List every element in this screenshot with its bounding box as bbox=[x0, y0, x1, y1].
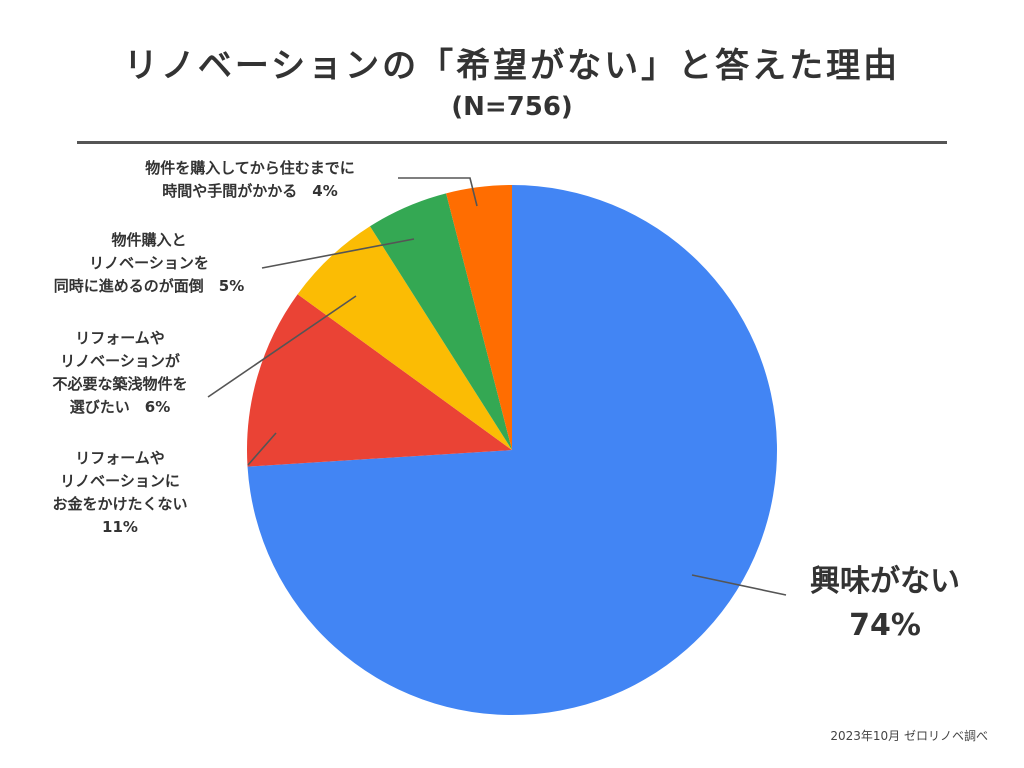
pie-slice-0 bbox=[247, 185, 777, 715]
slice-label-1: リフォームや リノベーションに お金をかけたくない 11% bbox=[20, 447, 220, 539]
leader-line-4 bbox=[398, 177, 478, 207]
chart-subtitle: (N=756) bbox=[451, 92, 573, 122]
slice-label-0-line-0: 興味がない bbox=[810, 564, 960, 599]
pie-slice-3 bbox=[370, 193, 512, 451]
leader-line-3 bbox=[261, 238, 415, 269]
slice-label-0: 興味がない 74% bbox=[790, 560, 980, 648]
slice-label-3: 物件購入と リノベーションを 同時に進めるのが面倒 5% bbox=[18, 229, 280, 298]
pie-slice-4 bbox=[446, 185, 512, 450]
slice-label-3-line-0: 物件購入と bbox=[111, 231, 187, 249]
slice-label-1-line-3: 11% bbox=[102, 518, 138, 536]
slice-label-4: 物件を購入してから住むまでに 時間や手間がかかる 4% bbox=[100, 157, 400, 203]
leader-line-1 bbox=[247, 432, 277, 466]
leader-line-2 bbox=[207, 295, 357, 398]
pie-slice-2 bbox=[297, 226, 512, 450]
slice-label-4-line-0: 物件を購入してから住むまでに bbox=[145, 159, 355, 177]
pie-slice-1 bbox=[247, 294, 512, 467]
source-note: 2023年10月 ゼロリノベ調べ bbox=[830, 729, 988, 743]
leader-line-0 bbox=[691, 574, 787, 596]
slice-label-3-line-1: リノベーションを bbox=[89, 254, 209, 272]
slice-label-4-line-1: 時間や手間がかかる 4% bbox=[162, 182, 338, 200]
slice-label-3-line-2: 同時に進めるのが面倒 5% bbox=[53, 277, 245, 295]
chart-title: リノベーションの「希望がない」と答えた理由 bbox=[123, 46, 901, 86]
slice-label-1-line-1: リノベーションに bbox=[60, 472, 180, 490]
slice-label-1-line-2: お金をかけたくない bbox=[52, 495, 188, 513]
slice-label-2-line-0: リフォームや bbox=[75, 329, 165, 347]
slice-label-0-line-1: 74% bbox=[849, 608, 921, 643]
slice-label-1-line-0: リフォームや bbox=[75, 449, 165, 467]
slice-label-2-line-3: 選びたい 6% bbox=[69, 398, 171, 416]
title-divider bbox=[77, 141, 947, 144]
slice-label-2-line-1: リノベーションが bbox=[60, 352, 180, 370]
slice-label-2-line-2: 不必要な築浅物件を bbox=[52, 375, 188, 393]
slice-label-2: リフォームや リノベーションが 不必要な築浅物件を 選びたい 6% bbox=[20, 327, 220, 419]
